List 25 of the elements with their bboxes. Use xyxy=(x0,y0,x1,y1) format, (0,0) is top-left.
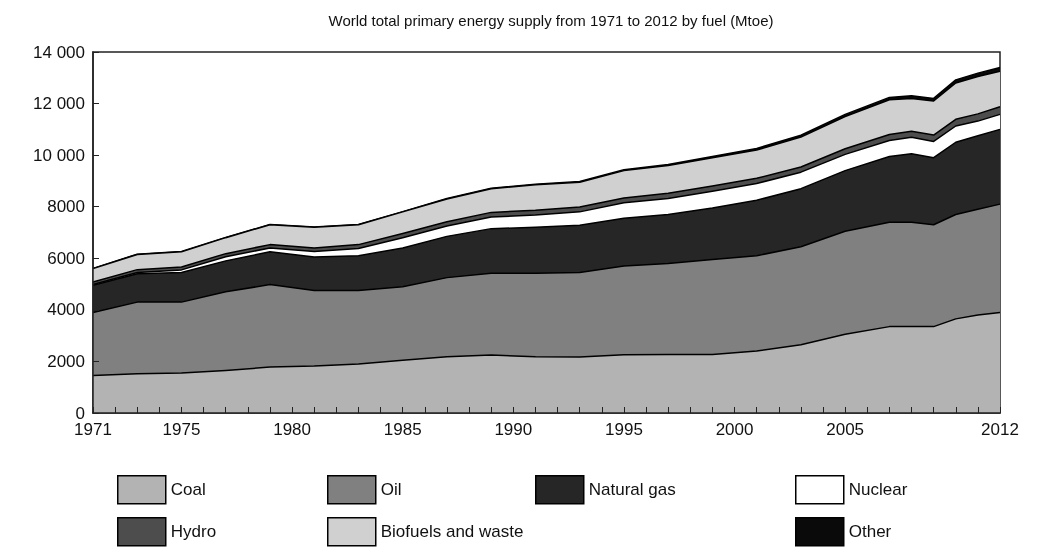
y-tick-label: 0 xyxy=(75,403,85,423)
y-tick-label: 10 000 xyxy=(33,145,85,165)
chart-title: World total primary energy supply from 1971 to 2012 by fuel (Mtoe) xyxy=(328,12,774,29)
legend-label: Natural gas xyxy=(588,480,676,500)
x-tick-label: 2005 xyxy=(826,420,865,439)
y-tick-label: 12 000 xyxy=(33,94,85,114)
x-tick-label: 1995 xyxy=(605,420,643,439)
x-tick-label: 1975 xyxy=(162,420,201,439)
legend-label: Oil xyxy=(380,480,402,500)
x-tick-label: 2000 xyxy=(715,420,754,439)
legend-label: Coal xyxy=(170,480,206,500)
y-tick-label: 8000 xyxy=(47,197,85,217)
x-tick-label: 1980 xyxy=(273,420,312,439)
x-tick-label: 1971 xyxy=(74,420,112,439)
legend-label: Hydro xyxy=(170,522,217,542)
y-tick-label: 6000 xyxy=(47,248,85,268)
legend-label: Biofuels and waste xyxy=(380,522,524,542)
x-tick-label: 1990 xyxy=(494,420,533,439)
legend-label: Other xyxy=(848,522,892,542)
y-tick-label: 4000 xyxy=(47,300,85,320)
y-tick-label: 2000 xyxy=(47,351,85,371)
y-tick-label: 14 000 xyxy=(33,42,85,62)
legend-label: Nuclear xyxy=(848,480,908,500)
x-tick-label: 2012 xyxy=(981,420,1019,439)
x-tick-label: 1985 xyxy=(383,420,422,439)
